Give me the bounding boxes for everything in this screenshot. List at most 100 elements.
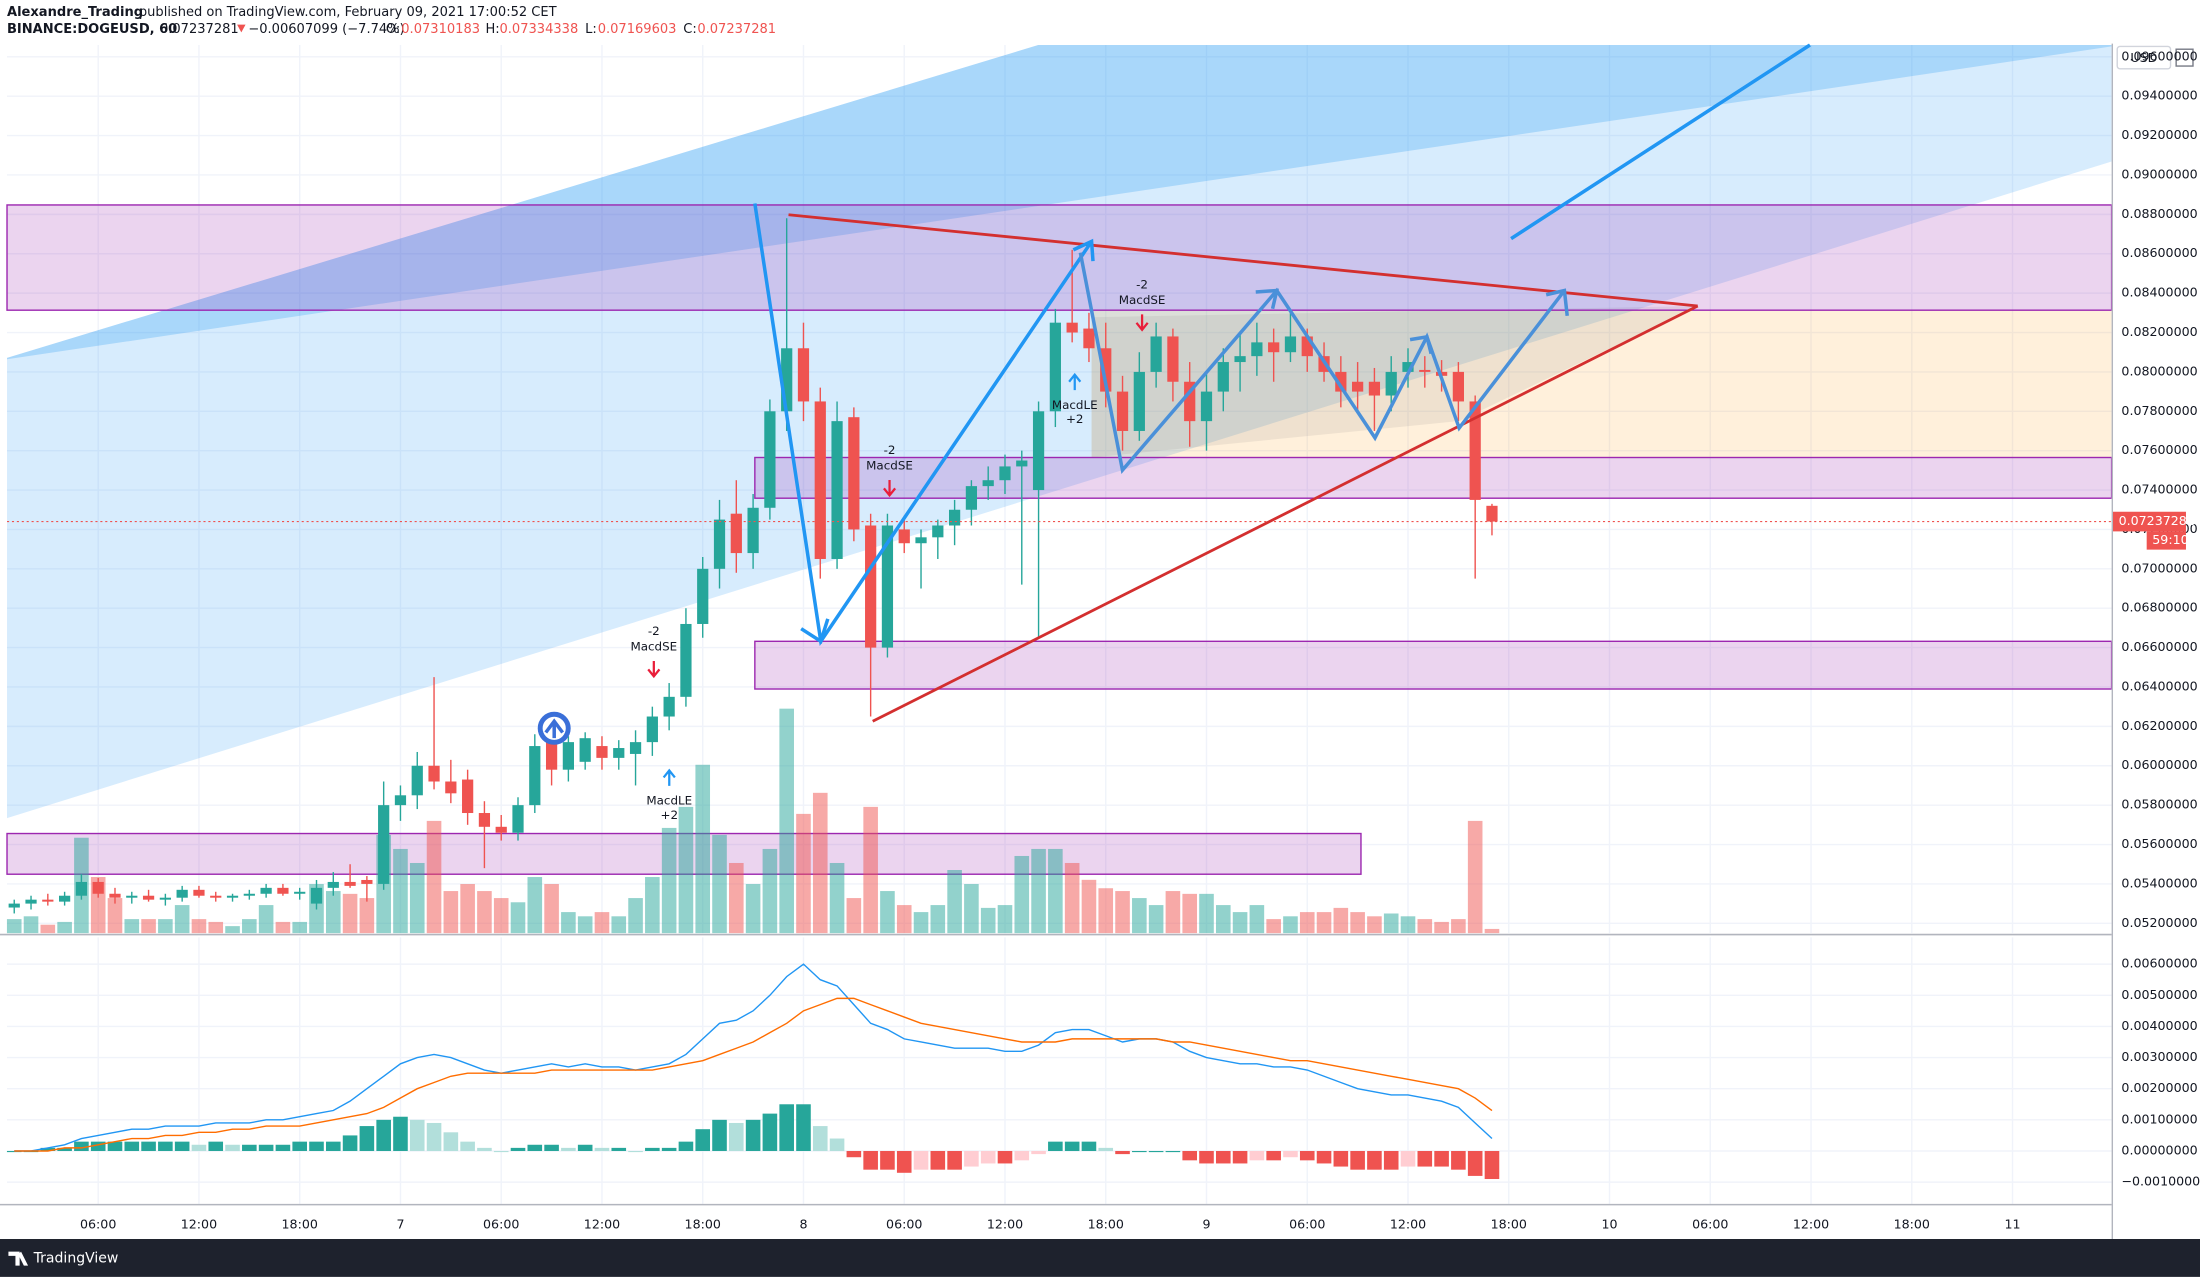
zone (754, 640, 2113, 690)
annotation: MacdSE (630, 639, 677, 653)
x-tick-label: 9 (1202, 1216, 1210, 1231)
open-label: O: (386, 22, 400, 37)
volume-bar (544, 884, 559, 934)
candle-body (1167, 336, 1179, 382)
volume-bar (1048, 848, 1063, 934)
x-tick-label: 06:00 (483, 1216, 519, 1231)
volume-bar (1199, 893, 1214, 934)
candle-body (982, 480, 994, 487)
macd-histogram-bar (158, 1141, 173, 1151)
macd-histogram-bar (1266, 1150, 1281, 1161)
grid (7, 45, 2112, 1204)
volume-bar (460, 884, 475, 934)
y-tick-label: 0.08600000 (2121, 245, 2197, 260)
macd-histogram-bar (6, 1150, 22, 1153)
candle-body (226, 895, 239, 898)
sell-arrow (1135, 314, 1149, 332)
macd-line (14, 997, 1493, 1152)
candle-body (562, 742, 574, 770)
macd-histogram-bar (1031, 1150, 1046, 1155)
macd-histogram-bar (611, 1147, 627, 1151)
volume-bar (745, 884, 761, 934)
volume-bar (40, 924, 56, 934)
volume-bar (225, 926, 240, 934)
candle-body (579, 738, 591, 762)
macd-histogram-bar (1115, 1150, 1130, 1155)
volume-bar (158, 919, 173, 934)
volume-bar (913, 912, 929, 934)
y-tick-label: 0.09600000 (2121, 48, 2197, 63)
currency[interactable]: USD (2130, 50, 2157, 65)
volume-bar (477, 891, 492, 934)
candle-body (1469, 401, 1481, 500)
settings-icon[interactable] (2175, 48, 2194, 67)
last-price-label: 0.07237281 (2119, 513, 2195, 528)
macd-histogram-bar (174, 1141, 190, 1151)
volume-bar (863, 806, 878, 934)
volume-bar (695, 764, 711, 934)
x-tick-label: 06:00 (1692, 1216, 1728, 1231)
arrow-head (1255, 288, 1280, 310)
volume-bar (779, 708, 794, 934)
axes (0, 0, 2200, 1240)
candle-body (781, 348, 793, 412)
macd-histogram-bar (964, 1150, 979, 1167)
y-tick-label: 0.00300000 (2121, 1049, 2197, 1064)
x-tick-label: 18:00 (1894, 1216, 1930, 1231)
brand[interactable]: TradingView (33, 1251, 119, 1267)
macd-histogram-bar (1215, 1150, 1231, 1164)
candle-body (529, 746, 541, 806)
y-tick-label: −0.00100000 (2121, 1174, 2200, 1189)
x-tick-label: 12:00 (1793, 1216, 1829, 1231)
candle-body (294, 891, 306, 894)
macd-histogram-bar (242, 1144, 257, 1151)
drawings-front: -2 MacdSE MacdLE +2 -2 MacdSE MacdLE +2 … (537, 43, 1811, 822)
trend-line (788, 213, 1698, 308)
volume-bar (1081, 879, 1097, 934)
volume-bar (1182, 893, 1198, 934)
y-tick-label: 0.09200000 (2121, 127, 2197, 142)
macd-histogram-bar (1098, 1147, 1114, 1151)
macd-histogram-bar (678, 1141, 694, 1151)
volume-bar (174, 905, 190, 934)
y-tick-label: 0.07400000 (2121, 482, 2197, 497)
candle-body (8, 903, 20, 908)
header-bar (0, 0, 2200, 44)
macd-histogram-bar (896, 1150, 912, 1173)
macd-histogram-bar (712, 1119, 727, 1151)
header-change: −0.00607099 (−7.74%) (248, 22, 404, 37)
candle-body (59, 895, 71, 902)
channel (7, 45, 2112, 819)
candle-body (462, 779, 474, 814)
y-tick-label: 0.06200000 (2121, 718, 2197, 733)
volume-bar (645, 877, 660, 934)
macd-histogram-bar (493, 1150, 509, 1153)
countdown: 59:10 (2152, 532, 2188, 547)
volume-bar (762, 848, 778, 934)
volume-bar (577, 916, 593, 934)
macd-histogram-bar (1299, 1150, 1315, 1161)
x-tick-label: 10 (1601, 1216, 1617, 1231)
macd-histogram-bar (1232, 1150, 1248, 1164)
volume-bar (258, 905, 274, 934)
candle-body (1184, 381, 1196, 422)
candle-body (378, 805, 390, 884)
candle-body (277, 887, 289, 894)
y-tick-label: 0.08200000 (2121, 324, 2197, 339)
candle-body (1150, 336, 1162, 372)
macd-histogram-bar (1199, 1150, 1214, 1164)
macd-histogram-bar (544, 1144, 559, 1151)
volume-bar (342, 893, 358, 934)
macd-histogram-bar (997, 1150, 1013, 1164)
candle-body (747, 507, 759, 554)
volume-bar (325, 891, 341, 934)
annotation: -2 (1136, 277, 1148, 291)
candle-body (1234, 356, 1246, 363)
candle-body (1100, 348, 1112, 392)
arrow-head (1072, 238, 1095, 262)
macd-histogram-bar (980, 1150, 996, 1164)
y-tick-label: 0.07800000 (2121, 403, 2197, 418)
currency-button[interactable] (2116, 45, 2172, 70)
y-tick-label: 0.07600000 (2121, 442, 2197, 457)
